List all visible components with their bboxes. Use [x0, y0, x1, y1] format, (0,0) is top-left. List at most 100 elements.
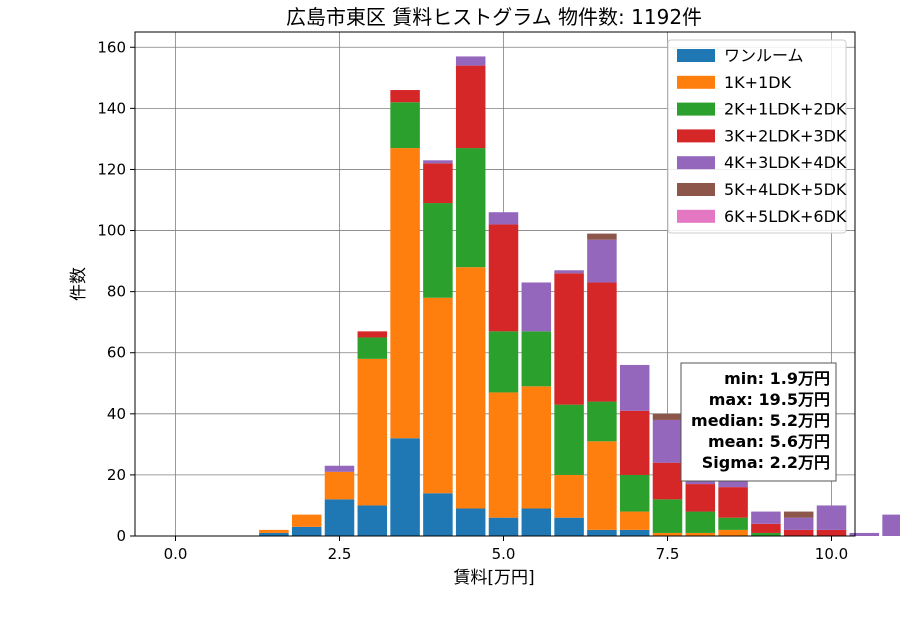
bar-segment [718, 529, 748, 536]
bar-segment [619, 529, 650, 536]
bar-segment [291, 526, 322, 536]
bar-segment [554, 270, 584, 274]
y-tick-label: 100 [97, 222, 126, 240]
y-tick-label: 140 [97, 99, 126, 117]
bar-segment [619, 511, 650, 530]
legend-label: 3K+2LDK+3DK [724, 126, 847, 145]
bar-segment [357, 358, 388, 506]
legend-swatch [677, 129, 715, 143]
bar-segment [423, 160, 453, 164]
stats-box: min: 1.9万円 max: 19.5万円 median: 5.2万円 mean: … [680, 362, 837, 482]
bar-segment [554, 273, 584, 405]
x-tick-label: 7.5 [656, 545, 680, 563]
legend-label: ワンルーム [724, 46, 804, 65]
bar-segment [390, 102, 420, 149]
y-tick-label: 80 [107, 283, 126, 301]
bar-segment [751, 532, 781, 536]
bar-segment [390, 90, 420, 103]
bar-segment [357, 331, 388, 338]
bar-segment [455, 267, 486, 509]
legend-label: 1K+1DK [724, 73, 792, 92]
bar-segment [619, 364, 650, 411]
legend-label: 2K+1LDK+2DK [724, 100, 847, 119]
bar-segment [587, 233, 617, 240]
bar-segment [259, 532, 289, 536]
bar-segment [783, 517, 814, 530]
legend-swatch [677, 75, 715, 89]
bar-segment [423, 493, 453, 536]
bar-segment [652, 532, 683, 536]
bar-segment [751, 523, 781, 533]
stats-frame [680, 362, 837, 482]
bar-segment [554, 474, 584, 518]
axis-ticks: 0.02.55.07.510.012.515.017.520.002040608… [97, 38, 848, 563]
plot-frame [134, 31, 856, 537]
bar-segment [587, 529, 617, 536]
legend-swatch [677, 102, 715, 116]
bar-segment [882, 514, 900, 536]
x-tick-label: 5.0 [492, 545, 516, 563]
stats-line: median: 5.2万円 [691, 411, 830, 430]
bar-segment [685, 532, 716, 536]
y-tick-label: 0 [116, 527, 126, 545]
bar-segment [718, 517, 748, 530]
bar-segment [488, 331, 519, 393]
bar-segment [554, 404, 584, 475]
legend-swatch [677, 156, 715, 170]
legend-swatch [677, 49, 715, 62]
y-tick-label: 20 [107, 466, 126, 484]
stats-line: min: 1.9万円 [724, 369, 830, 388]
y-axis-label: 件数 [69, 267, 89, 301]
bar-segment [521, 508, 552, 536]
legend-label: 5K+4LDK+5DK [724, 180, 847, 199]
y-tick-label: 120 [97, 160, 126, 178]
bar-segment [423, 203, 453, 298]
bar-segment [423, 297, 453, 494]
bar-segment [652, 413, 683, 420]
bars-group [259, 56, 900, 536]
y-tick-label: 160 [97, 38, 126, 56]
bar-segment [587, 239, 617, 283]
legend-swatch [677, 209, 715, 223]
bar-segment [619, 474, 650, 512]
bar-segment [357, 505, 388, 536]
stats-line: max: 19.5万円 [709, 390, 830, 409]
bar-segment [488, 392, 519, 518]
legend-label: 4K+3LDK+4DK [724, 153, 847, 172]
bar-segment [685, 484, 716, 512]
bar-segment [521, 331, 552, 387]
bar-segment [521, 386, 552, 509]
legend-label: 6K+5LDK+6DK [724, 207, 847, 226]
legend-swatch [677, 183, 715, 196]
bar-segment [455, 56, 486, 66]
bar-segment [619, 410, 650, 475]
bar-segment [587, 282, 617, 402]
bar-segment [324, 499, 355, 536]
x-tick-label: 0.0 [164, 545, 188, 563]
bar-segment [783, 529, 814, 536]
bar-segment [554, 517, 584, 536]
bar-segment [357, 337, 388, 359]
y-tick-label: 40 [107, 405, 126, 423]
bar-segment [423, 163, 453, 204]
bar-segment [390, 438, 420, 536]
bar-segment [455, 65, 486, 149]
bar-segment [849, 532, 880, 536]
bar-segment [488, 224, 519, 332]
bar-segment [455, 508, 486, 536]
bar-segment [390, 148, 420, 439]
bar-segment [816, 529, 847, 536]
x-tick-label: 10.0 [815, 545, 848, 563]
bar-segment [652, 462, 683, 500]
bar-segment [521, 282, 552, 332]
bar-segment [488, 517, 519, 536]
x-axis-label: 賃料[万円] [453, 568, 534, 588]
bar-segment [685, 511, 716, 533]
bar-segment [783, 511, 814, 518]
bar-segment [816, 505, 847, 530]
bar-segment [718, 487, 748, 518]
bar-segment [652, 419, 683, 463]
bar-segment [259, 529, 289, 533]
bar-segment [587, 401, 617, 442]
